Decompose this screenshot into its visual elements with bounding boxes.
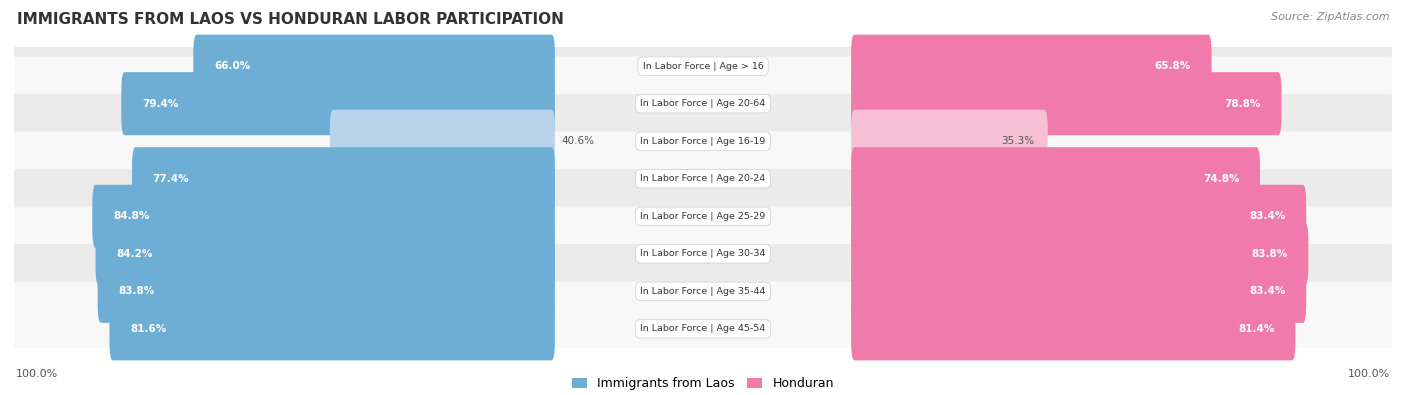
- FancyBboxPatch shape: [193, 35, 555, 98]
- Text: In Labor Force | Age > 16: In Labor Force | Age > 16: [643, 62, 763, 71]
- FancyBboxPatch shape: [132, 147, 555, 210]
- FancyBboxPatch shape: [11, 169, 1395, 263]
- FancyBboxPatch shape: [11, 132, 1395, 226]
- FancyBboxPatch shape: [11, 207, 1395, 301]
- Text: 84.2%: 84.2%: [117, 249, 153, 259]
- FancyBboxPatch shape: [851, 297, 1295, 360]
- Text: 83.8%: 83.8%: [1251, 249, 1288, 259]
- Text: 65.8%: 65.8%: [1154, 61, 1191, 71]
- Text: In Labor Force | Age 16-19: In Labor Force | Age 16-19: [640, 137, 766, 146]
- Text: 79.4%: 79.4%: [142, 99, 179, 109]
- Text: 83.4%: 83.4%: [1249, 211, 1285, 221]
- Text: In Labor Force | Age 25-29: In Labor Force | Age 25-29: [640, 212, 766, 221]
- FancyBboxPatch shape: [851, 110, 1047, 173]
- FancyBboxPatch shape: [851, 35, 1212, 98]
- Text: 83.8%: 83.8%: [118, 286, 155, 296]
- FancyBboxPatch shape: [11, 282, 1395, 376]
- Legend: Immigrants from Laos, Honduran: Immigrants from Laos, Honduran: [567, 372, 839, 395]
- FancyBboxPatch shape: [110, 297, 555, 360]
- Text: In Labor Force | Age 20-64: In Labor Force | Age 20-64: [640, 99, 766, 108]
- Text: 77.4%: 77.4%: [153, 174, 190, 184]
- Text: 100.0%: 100.0%: [15, 369, 59, 379]
- FancyBboxPatch shape: [93, 185, 555, 248]
- Text: 81.4%: 81.4%: [1239, 324, 1275, 334]
- Text: 81.6%: 81.6%: [131, 324, 166, 334]
- Text: 78.8%: 78.8%: [1225, 99, 1261, 109]
- Text: 40.6%: 40.6%: [562, 136, 595, 146]
- FancyBboxPatch shape: [11, 244, 1395, 339]
- Text: 74.8%: 74.8%: [1202, 174, 1239, 184]
- FancyBboxPatch shape: [851, 260, 1306, 323]
- FancyBboxPatch shape: [11, 56, 1395, 151]
- FancyBboxPatch shape: [97, 260, 555, 323]
- FancyBboxPatch shape: [330, 110, 555, 173]
- Text: 84.8%: 84.8%: [112, 211, 149, 221]
- Text: 35.3%: 35.3%: [1001, 136, 1033, 146]
- FancyBboxPatch shape: [851, 72, 1281, 135]
- Text: In Labor Force | Age 45-54: In Labor Force | Age 45-54: [640, 324, 766, 333]
- Text: In Labor Force | Age 20-24: In Labor Force | Age 20-24: [640, 174, 766, 183]
- Text: Source: ZipAtlas.com: Source: ZipAtlas.com: [1271, 12, 1389, 22]
- Text: 66.0%: 66.0%: [214, 61, 250, 71]
- FancyBboxPatch shape: [851, 147, 1260, 210]
- Text: 100.0%: 100.0%: [1347, 369, 1391, 379]
- Text: In Labor Force | Age 30-34: In Labor Force | Age 30-34: [640, 249, 766, 258]
- FancyBboxPatch shape: [11, 19, 1395, 113]
- FancyBboxPatch shape: [851, 222, 1309, 285]
- FancyBboxPatch shape: [851, 185, 1306, 248]
- FancyBboxPatch shape: [11, 94, 1395, 188]
- FancyBboxPatch shape: [96, 222, 555, 285]
- FancyBboxPatch shape: [121, 72, 555, 135]
- Text: IMMIGRANTS FROM LAOS VS HONDURAN LABOR PARTICIPATION: IMMIGRANTS FROM LAOS VS HONDURAN LABOR P…: [17, 12, 564, 27]
- Text: In Labor Force | Age 35-44: In Labor Force | Age 35-44: [640, 287, 766, 296]
- Text: 83.4%: 83.4%: [1249, 286, 1285, 296]
